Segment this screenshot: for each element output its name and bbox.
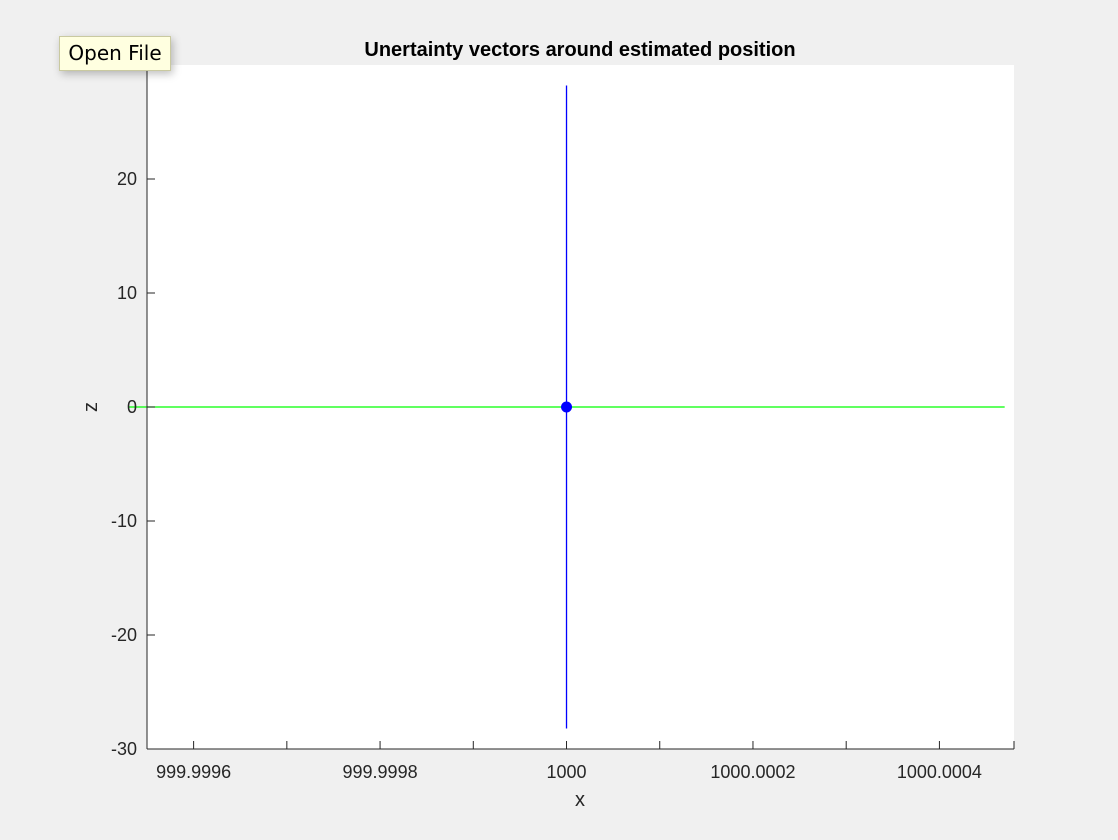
x-tick-label: 999.9996 (156, 762, 231, 782)
y-tick-label: 20 (117, 169, 137, 189)
x-tick-label: 1000.0004 (897, 762, 982, 782)
x-axis-label: x (575, 789, 585, 811)
y-tick-label: 0 (127, 397, 137, 417)
y-tick-label: -30 (111, 739, 137, 759)
ticks: 999.9996 999.9998 1000 1000.0002 1000.0004 -3… (111, 55, 982, 782)
open-file-tooltip: Open File (59, 36, 171, 71)
x-tick-label: 999.9998 (343, 762, 418, 782)
y-tick-label: -10 (111, 511, 137, 531)
x-tick-label: 1000.0002 (710, 762, 795, 782)
y-axis-label: z (80, 402, 102, 412)
y-tick-label: 10 (117, 283, 137, 303)
estimated-position-point (561, 401, 573, 413)
chart-marks (128, 85, 1005, 729)
x-tick-label: 1000 (546, 762, 586, 782)
chart-title: Unertainty vectors around estimated posi… (364, 39, 795, 61)
y-tick-label: -20 (111, 625, 137, 645)
